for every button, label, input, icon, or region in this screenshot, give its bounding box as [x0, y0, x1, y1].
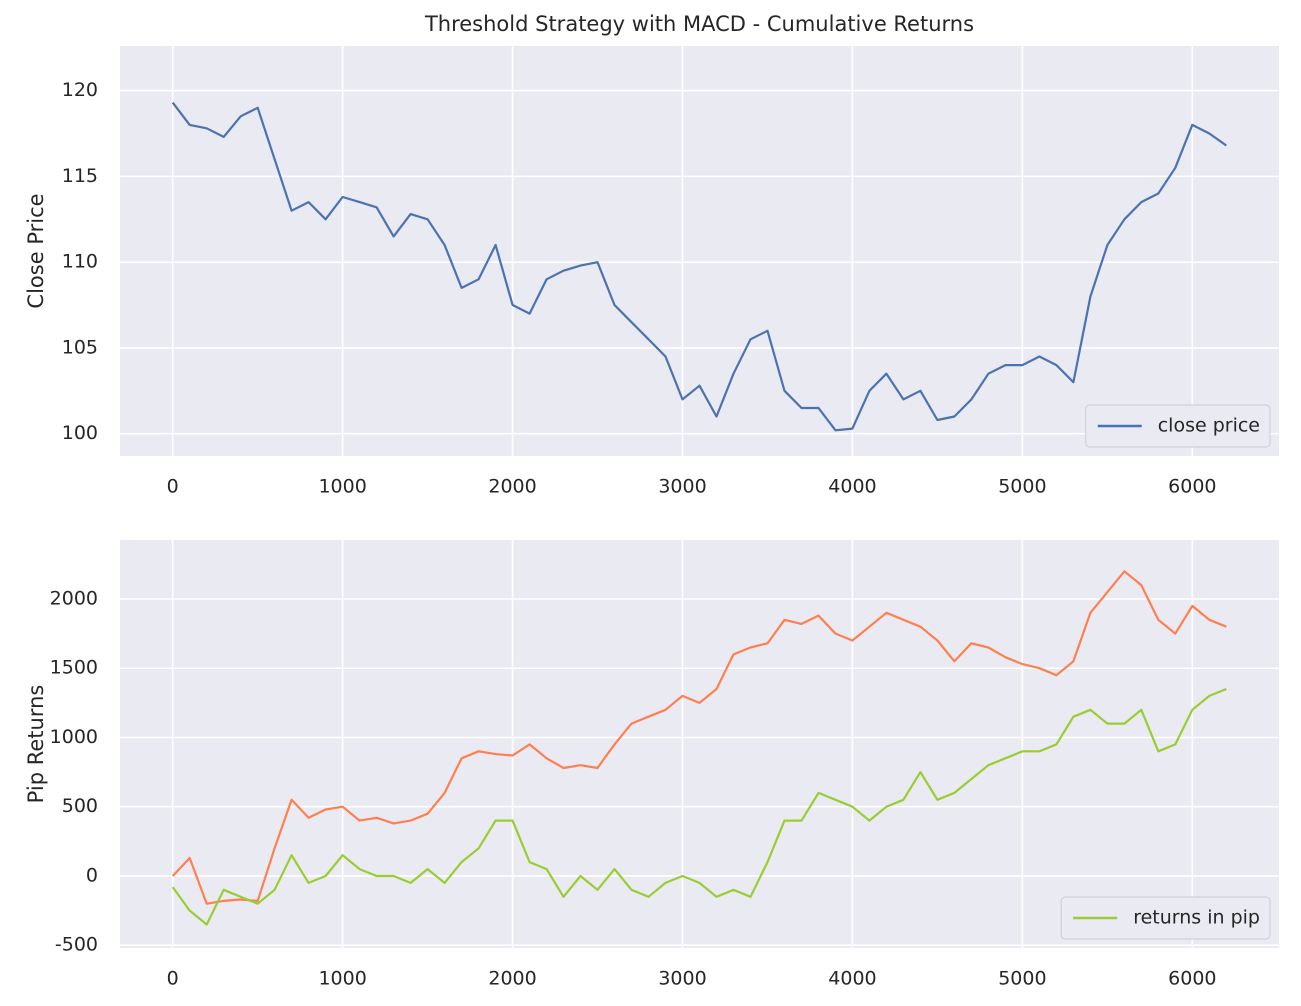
y-tick-label: 105: [62, 336, 98, 358]
y-tick-label: -500: [55, 934, 98, 956]
chart-title: Threshold Strategy with MACD - Cumulativ…: [424, 12, 974, 36]
y-tick-label: 2000: [50, 587, 98, 609]
plot-area: [120, 540, 1279, 948]
y-tick-label: 115: [62, 165, 98, 187]
y-axis-label: Pip Returns: [24, 685, 48, 804]
x-tick-label: 0: [167, 476, 179, 498]
y-tick-label: 1000: [50, 726, 98, 748]
x-tick-label: 2000: [488, 476, 536, 498]
y-tick-label: 500: [62, 795, 98, 817]
x-tick-label: 5000: [998, 476, 1046, 498]
line-series: [171, 570, 1227, 905]
y-tick-label: 0: [86, 864, 98, 886]
x-tick-label: 4000: [828, 476, 876, 498]
line-series: [171, 687, 1227, 926]
y-tick-label: 110: [62, 251, 98, 273]
legend: close price: [1085, 404, 1271, 448]
legend-box: [1060, 896, 1271, 940]
x-tick-label: 5000: [998, 968, 1046, 990]
legend: returns in pip: [1060, 896, 1271, 940]
x-tick-label: 2000: [488, 968, 536, 990]
x-tick-label: 4000: [828, 968, 876, 990]
x-tick-label: 6000: [1168, 968, 1216, 990]
y-axis-label: Close Price: [24, 193, 48, 308]
x-tick-label: 3000: [658, 968, 706, 990]
legend-label: close price: [1158, 415, 1260, 437]
y-tick-label: 1500: [50, 657, 98, 679]
line-series: [171, 101, 1227, 432]
y-tick-label: 100: [62, 422, 98, 444]
x-tick-label: 6000: [1168, 476, 1216, 498]
x-tick-label: 1000: [318, 968, 366, 990]
legend-label: returns in pip: [1133, 907, 1260, 929]
x-tick-label: 0: [167, 968, 179, 990]
legend-box: [1085, 404, 1271, 448]
y-tick-label: 120: [62, 79, 98, 101]
x-tick-label: 1000: [318, 476, 366, 498]
x-tick-label: 3000: [658, 476, 706, 498]
